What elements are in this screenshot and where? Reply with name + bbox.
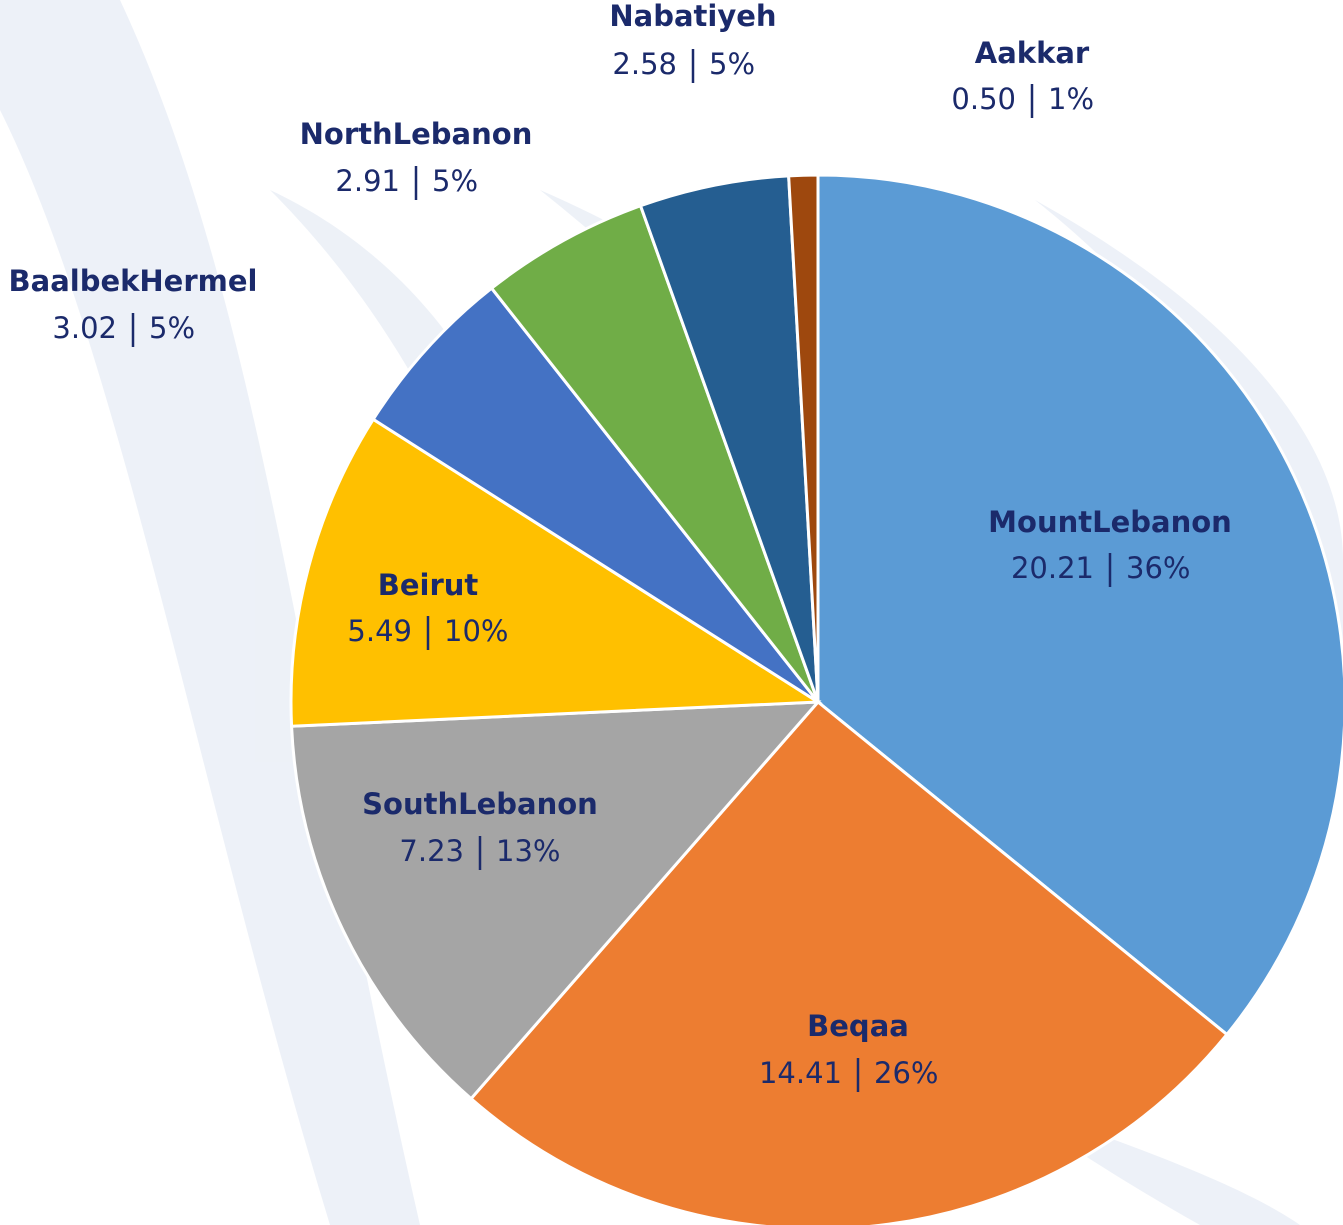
slice-name: Aakkar [975,36,1090,70]
slice [371,286,820,704]
value-label: 5.49 [347,614,412,648]
value-label: 3.02 [52,311,117,345]
slice [289,417,823,728]
percent-label: 36% [1126,551,1190,585]
slice [489,203,820,703]
slice [468,699,1230,1225]
pie [289,173,1343,1225]
value-label: 7.23 [399,834,464,868]
slice [816,173,1343,1037]
value-label: 2.58 [612,47,677,81]
percent-label: 5% [432,164,478,198]
slice-name: NorthLebanon [300,117,533,151]
percent-label: 10% [444,614,508,648]
percent-label: 13% [496,834,560,868]
slice-name: Beqaa [807,1009,909,1043]
percent-label: 5% [149,311,195,345]
slice [787,173,820,703]
slice-name: Beirut [378,568,479,602]
value-label: 0.50 [951,82,1016,116]
slice-name: BaalbekHermel [9,264,258,298]
labels: MountLebanon 20.21 36% Beqaa 14.41 26% SouthLe… [9,0,1232,1092]
value-label: 2.91 [335,164,400,198]
percent-label: 26% [874,1056,938,1090]
value-label: 20.21 [1011,551,1094,585]
slice-name: Nabatiyeh [609,0,776,33]
slice [289,700,822,1101]
slice-name: MountLebanon [988,505,1232,539]
slice-name: SouthLebanon [362,787,598,821]
value-label: 14.41 [759,1056,842,1090]
percent-label: 1% [1048,82,1094,116]
percent-label: 5% [709,47,755,81]
